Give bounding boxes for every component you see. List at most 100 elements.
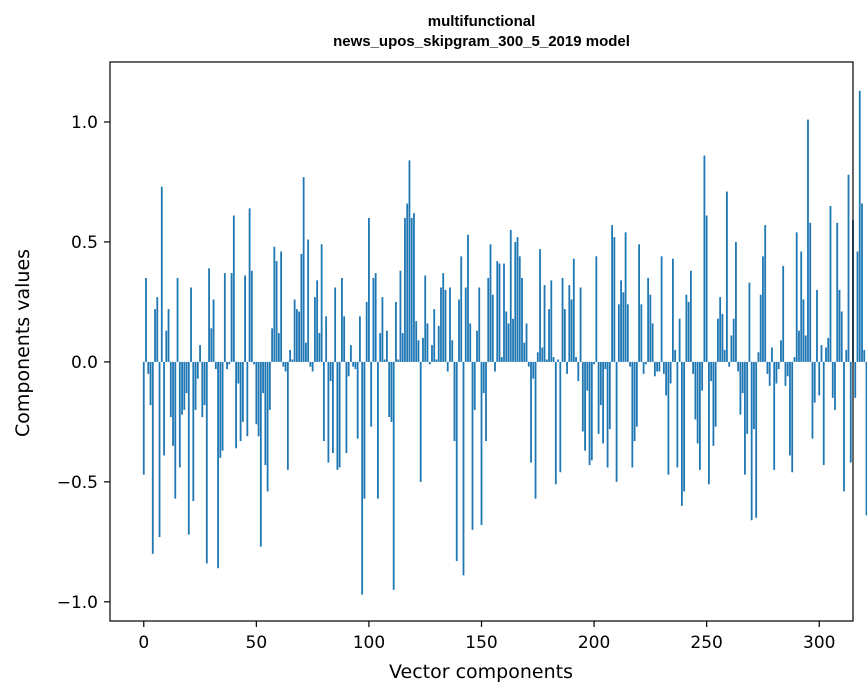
bar-237 [676,361,679,468]
bar-290 [795,232,798,362]
bar-177 [541,347,544,362]
bar-191 [572,258,575,362]
bar-140 [458,299,460,362]
bar-169 [523,342,526,362]
bar-277 [766,361,769,374]
bar-132 [440,287,442,362]
bar-199 [590,361,593,461]
bar-172 [530,361,532,463]
bar-288 [791,361,794,473]
bar-159 [500,357,503,362]
chart-title-line-1: multifunctional [427,13,536,30]
bar-239 [680,361,683,506]
bar-262 [732,318,735,362]
bar-206 [606,361,609,468]
bar-214 [624,232,627,362]
bar-321 [865,361,867,516]
bar-259 [726,191,728,362]
bar-192 [575,357,577,362]
bar-109 [388,361,391,418]
bar-151 [482,361,485,394]
bar-44 [241,361,244,422]
bar-267 [744,361,746,475]
bar-270 [750,361,753,521]
bar-59 [275,261,278,362]
bar-30 [210,328,213,362]
bar-268 [746,361,749,434]
bar-279 [771,347,773,362]
bar-73 [307,239,310,362]
bar-32 [214,361,217,370]
bar-176 [539,249,541,362]
bar-287 [789,361,791,456]
bar-273 [757,352,760,362]
bar-289 [793,357,796,362]
y-tick-label: 0.0 [71,353,98,373]
bar-68 [295,309,298,362]
bar-299 [816,289,818,362]
bar-286 [786,361,789,377]
y-tick-label: 1.0 [71,113,98,133]
bar-265 [739,361,742,415]
bar-136 [449,287,451,362]
bar-111 [392,361,395,590]
bar-313 [847,174,850,362]
bar-232 [665,361,668,396]
bar-61 [280,251,283,362]
bar-11 [167,309,170,362]
x-tick-label: 150 [465,633,497,653]
bar-201 [595,256,598,362]
bar-143 [464,287,467,362]
bar-85 [334,287,337,362]
bar-139 [455,361,458,562]
bar-219 [635,361,638,427]
bar-257 [721,313,724,362]
bar-209 [613,237,616,362]
bar-63 [284,361,287,372]
bar-38 [228,361,231,365]
bar-84 [332,361,334,454]
bar-45 [244,275,246,362]
bar-42 [237,361,240,384]
bar-258 [723,349,726,362]
bar-211 [617,304,620,362]
bar-123 [419,361,422,482]
bar-69 [298,311,301,362]
bar-17 [181,361,183,415]
bar-301 [820,345,823,362]
bar-0 [142,361,145,475]
bar-108 [386,330,388,362]
bar-145 [469,323,472,362]
bar-179 [545,359,548,362]
bar-194 [579,287,582,362]
bar-223 [644,361,647,365]
bar-100 [368,217,370,362]
bar-291 [798,330,800,362]
bar-204 [602,361,604,444]
bar-264 [737,361,740,372]
bar-114 [399,270,402,362]
y-axis-ticks: −1.0 −0.5 0.0 0.5 1.0 [57,113,110,613]
bar-160 [503,263,505,362]
bar-243 [689,270,692,362]
bar-150 [480,361,483,526]
bar-202 [597,361,600,434]
bar-2 [147,361,150,374]
bar-25 [199,345,201,362]
bar-200 [593,361,595,365]
x-tick-label: 250 [690,633,722,653]
bar-49 [253,361,255,365]
bar-240 [683,361,686,492]
bar-281 [775,361,778,384]
bar-197 [586,361,589,391]
bar-36 [223,273,226,362]
bar-76 [313,297,316,362]
x-tick-label: 100 [353,633,385,653]
bar-293 [802,299,805,362]
bar-166 [516,237,519,362]
bar-252 [710,361,713,382]
bar-238 [678,318,681,362]
bar-40 [232,215,235,362]
bar-56 [268,361,271,410]
plot-frame [109,61,854,622]
